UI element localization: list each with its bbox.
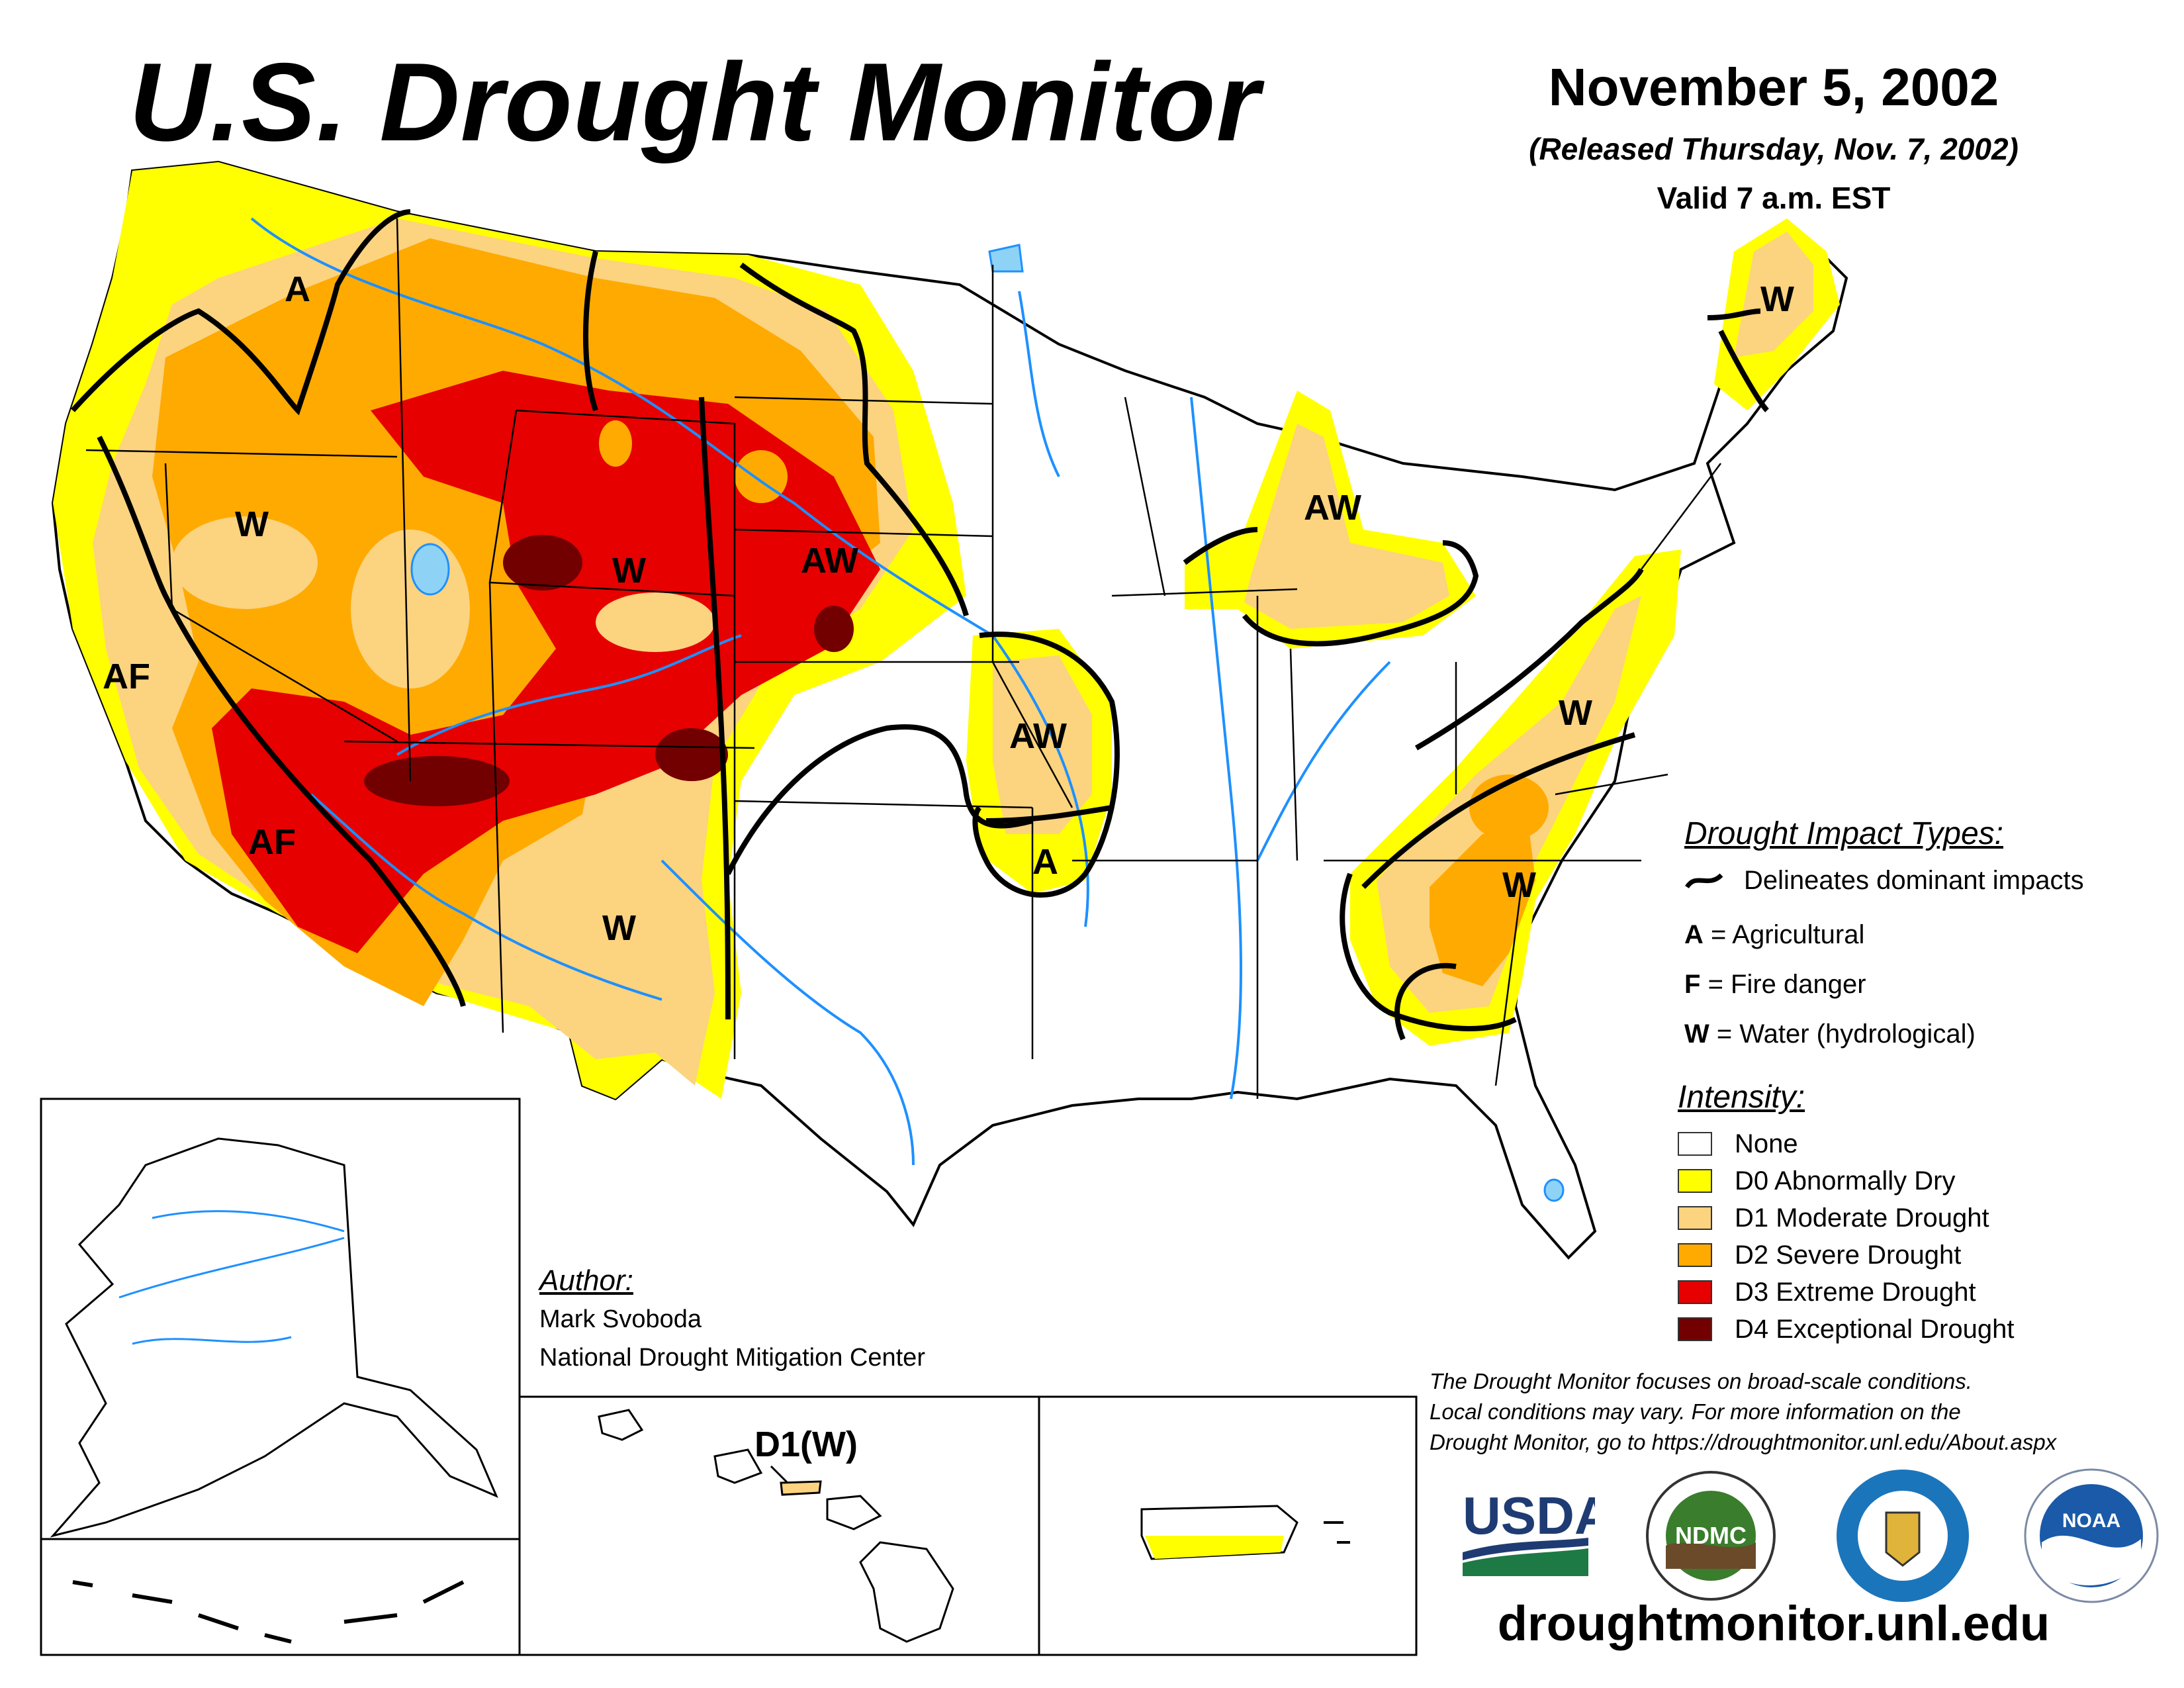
lake-okeechobee: [1543, 1178, 1565, 1202]
valid-time: Valid 7 a.m. EST: [1657, 181, 1891, 215]
label-wy-w: W: [612, 551, 646, 590]
label-mo-a: A: [1032, 842, 1058, 882]
usda-logo: USDA: [1456, 1479, 1613, 1579]
d1-me: [1734, 232, 1813, 357]
label-hawaii: D1(W): [754, 1425, 858, 1464]
legend-item-d3: D3 Extreme Drought: [1678, 1274, 2014, 1311]
d4-ks: [814, 606, 854, 652]
commerce-logo: [1833, 1466, 1972, 1605]
d1-spot-nv: [172, 516, 318, 609]
label-mo-aw: AW: [1009, 716, 1067, 756]
disclaimer-line-3: Drought Monitor, go to https://droughtmo…: [1430, 1430, 2057, 1454]
label-nm-w: W: [602, 908, 636, 948]
intensity-legend-heading: Intensity:: [1678, 1080, 1805, 1115]
hawaii-kauai: [598, 1409, 644, 1441]
hawaii-maui: [826, 1495, 882, 1530]
release-date: (Released Thursday, Nov. 7, 2002): [1529, 132, 2019, 166]
label-me-w: W: [1760, 279, 1794, 319]
d4-co: [655, 728, 728, 781]
legend-item-d4: D4 Exceptional Drought: [1678, 1311, 2014, 1348]
d4-wy: [503, 535, 582, 590]
d1-mi: [1244, 424, 1449, 629]
impact-line-se: [1340, 568, 1644, 1041]
impact-legend-heading: Drought Impact Types:: [1684, 816, 2003, 851]
impact-line-mt: [583, 251, 598, 412]
legend-item-none: None: [1678, 1125, 2014, 1162]
impact-line-me: [1707, 308, 1769, 412]
label-va-w: W: [1559, 693, 1592, 733]
d1-spot-co: [596, 592, 715, 652]
label-pnw-a: A: [285, 269, 310, 309]
d1-mo: [993, 655, 1092, 834]
impact-line-pnw: [71, 209, 411, 416]
swatch-d2: [1678, 1243, 1712, 1267]
hawaii-inset-frame: [518, 1395, 1040, 1656]
site-url[interactable]: droughtmonitor.unl.edu: [1497, 1596, 2050, 1651]
impact-line-mo-ar: [985, 805, 1113, 823]
great-salt-lake: [410, 543, 450, 596]
noaa-logo: NOAA: [2022, 1466, 2161, 1605]
impact-line-divide: [699, 397, 731, 1020]
legend-item-d1: D1 Moderate Drought: [1678, 1199, 2014, 1237]
page-title: U.S. Drought Monitor: [129, 40, 1261, 164]
legend-item-d2: D2 Severe Drought: [1678, 1237, 2014, 1274]
swatch-none: [1678, 1132, 1712, 1156]
swatch-d3: [1678, 1280, 1712, 1304]
impact-line-icon: [1684, 867, 1724, 894]
impact-line-mi: [1183, 527, 1479, 647]
impact-item-w: W = Water (hydrological): [1684, 1019, 1976, 1049]
label-west-w: W: [235, 504, 269, 544]
swatch-d4: [1678, 1317, 1712, 1341]
svg-text:NOAA: NOAA: [2062, 1510, 2120, 1532]
d2-se: [1430, 827, 1535, 986]
label-az-af: AF: [248, 822, 296, 862]
label-sc-w: W: [1502, 865, 1536, 905]
hawaii-molokai: [780, 1480, 822, 1496]
lake-of-the-woods: [988, 244, 1024, 273]
swatch-d0: [1678, 1169, 1712, 1193]
svg-text:NDMC: NDMC: [1675, 1522, 1747, 1549]
aleutians: [72, 1580, 465, 1644]
alaska-shape: [50, 1137, 498, 1538]
legend-item-d0: D0 Abnormally Dry: [1678, 1162, 2014, 1199]
author-heading: Author:: [539, 1264, 633, 1297]
impact-line-ks: [725, 724, 1033, 875]
svg-text:USDA: USDA: [1463, 1486, 1595, 1545]
label-ne-aw: AW: [801, 541, 858, 581]
rivers: [250, 217, 1391, 1166]
label-ca-af: AF: [103, 657, 150, 696]
label-mi-aw: AW: [1304, 488, 1361, 528]
author-org: National Drought Mitigation Center: [539, 1344, 925, 1372]
author-name: Mark Svoboda: [539, 1305, 702, 1333]
impact-lines: [71, 209, 1769, 1041]
hawaii-oahu: [713, 1448, 763, 1484]
swatch-d1: [1678, 1206, 1712, 1230]
disclaimer-line-2: Local conditions may vary. For more info…: [1430, 1399, 1961, 1424]
d2-spot-wy: [599, 420, 632, 467]
disclaimer-line-1: The Drought Monitor focuses on broad-sca…: [1430, 1369, 1972, 1393]
intensity-legend: None D0 Abnormally Dry D1 Moderate Droug…: [1678, 1125, 2014, 1348]
impact-line-ne: [739, 262, 969, 617]
impact-item-a: A = Agricultural: [1684, 920, 1865, 949]
d3-area: [212, 371, 880, 953]
d1-spot-ut: [351, 530, 470, 688]
impact-legend-delineates: Delineates dominant impacts: [1744, 866, 2084, 895]
map-date: November 5, 2002: [1548, 58, 1999, 117]
impact-item-f: F = Fire danger: [1684, 970, 1866, 999]
d4-az: [364, 756, 510, 806]
impact-line-mo: [972, 632, 1120, 898]
hawaii-big-island: [859, 1541, 954, 1643]
ndmc-logo: NDMC: [1641, 1470, 1780, 1602]
impact-line-ca: [97, 436, 466, 1008]
pr-d0: [1145, 1536, 1284, 1559]
